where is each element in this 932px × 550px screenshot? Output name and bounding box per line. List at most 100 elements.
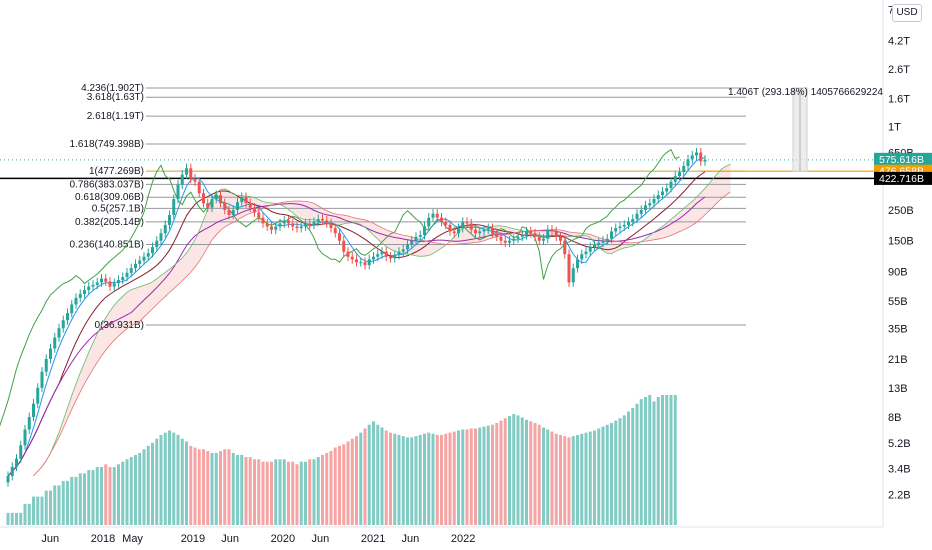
- candle-body: [172, 199, 176, 216]
- volume-bar: [525, 419, 528, 525]
- candle-body: [312, 221, 316, 225]
- price-tick-label: 1.6T: [888, 93, 910, 105]
- volume-bar: [537, 424, 541, 525]
- volume-bar: [461, 429, 465, 525]
- candle-body: [36, 387, 40, 404]
- volume-bar: [401, 436, 405, 525]
- volume-bar: [23, 503, 27, 525]
- candle-body: [516, 236, 520, 239]
- volume-bar: [193, 447, 197, 525]
- candle-body: [465, 221, 469, 224]
- candle-body: [703, 159, 707, 162]
- candle-body: [669, 181, 673, 189]
- fib-label: 1.618(749.398B): [69, 139, 144, 150]
- volume-bar: [15, 512, 18, 525]
- volume-bar: [295, 464, 299, 525]
- volume-bar: [465, 429, 469, 525]
- candle-body: [244, 197, 248, 204]
- currency-button[interactable]: USD: [892, 4, 922, 22]
- candle-body: [236, 202, 239, 210]
- cloud-fill: [33, 164, 731, 477]
- volume-bar: [176, 434, 180, 525]
- volume-bar: [363, 428, 367, 525]
- volume-bar: [661, 395, 664, 525]
- candle-body: [529, 231, 533, 234]
- volume-bar: [414, 436, 418, 525]
- candle-body: [584, 251, 588, 255]
- candle-body: [414, 236, 418, 241]
- volume-bar: [134, 454, 137, 525]
- volume-bar: [627, 411, 630, 525]
- candle-body: [444, 221, 448, 225]
- time-tick-label: Jun: [401, 533, 419, 545]
- volume-bar: [503, 418, 507, 525]
- volume-bar: [418, 434, 422, 525]
- candle-body: [321, 219, 324, 221]
- candle-body: [304, 223, 307, 227]
- volume-bar: [384, 430, 388, 525]
- volume-bar: [478, 427, 482, 525]
- projection-box[interactable]: [792, 87, 808, 172]
- candle-body: [61, 320, 65, 329]
- volume-bar: [550, 431, 554, 525]
- candle-body: [690, 155, 694, 160]
- candle-body: [308, 223, 312, 225]
- candle-body: [435, 213, 439, 218]
- candle-body: [397, 251, 401, 256]
- span-a: [33, 163, 731, 477]
- volume-bar: [125, 459, 129, 525]
- volume-bar: [44, 490, 48, 525]
- price-tick-label: 8B: [888, 412, 901, 424]
- volume-bar: [342, 444, 346, 525]
- candle-body: [355, 259, 358, 263]
- candle-body: [380, 251, 384, 255]
- candle-body: [219, 195, 222, 204]
- volume-bar: [588, 431, 592, 525]
- volume-bar: [168, 430, 171, 525]
- candle-body: [342, 240, 346, 252]
- candle-body: [478, 231, 482, 234]
- candle-body: [95, 282, 99, 285]
- price-tick-label: 4.2T: [888, 35, 910, 47]
- candle-body: [588, 247, 592, 252]
- volume-bar: [83, 473, 86, 525]
- candle-body: [610, 231, 613, 239]
- volume-bar: [631, 407, 635, 525]
- volume-bar: [70, 476, 74, 525]
- candle-body: [486, 228, 490, 230]
- volume-bar: [261, 461, 265, 525]
- volume-bar: [440, 434, 443, 525]
- candle-body: [214, 195, 218, 200]
- volume-bar: [129, 457, 133, 525]
- volume-bar: [270, 461, 273, 525]
- volume-bar: [427, 432, 431, 525]
- volume-bar: [325, 452, 329, 525]
- volume-bar: [571, 436, 575, 525]
- candle-body: [125, 272, 129, 278]
- candlesticks: [6, 147, 707, 487]
- volume-bar: [452, 431, 456, 525]
- candle-body: [49, 348, 52, 359]
- candle-body: [563, 240, 567, 255]
- candle-body: [525, 231, 528, 235]
- candle-body: [520, 234, 524, 237]
- candle-body: [431, 213, 435, 218]
- volume-bar: [554, 433, 558, 525]
- volume-bar: [210, 452, 214, 525]
- volume-bar: [605, 424, 609, 525]
- candle-body: [274, 226, 278, 230]
- candle-body: [410, 240, 414, 245]
- candle-body: [682, 165, 686, 173]
- volume-bar: [244, 457, 248, 525]
- volume-bar: [580, 433, 584, 525]
- fib-label: 1(477.269B): [89, 166, 144, 177]
- candle-body: [32, 403, 35, 418]
- volume-bar: [491, 424, 494, 525]
- volume-bar: [435, 434, 439, 525]
- candle-body: [74, 297, 78, 305]
- volume-bar: [53, 485, 57, 525]
- candle-body: [253, 207, 256, 213]
- volume-bar: [673, 395, 677, 525]
- fib-label: 0.382(205.14B): [75, 217, 144, 228]
